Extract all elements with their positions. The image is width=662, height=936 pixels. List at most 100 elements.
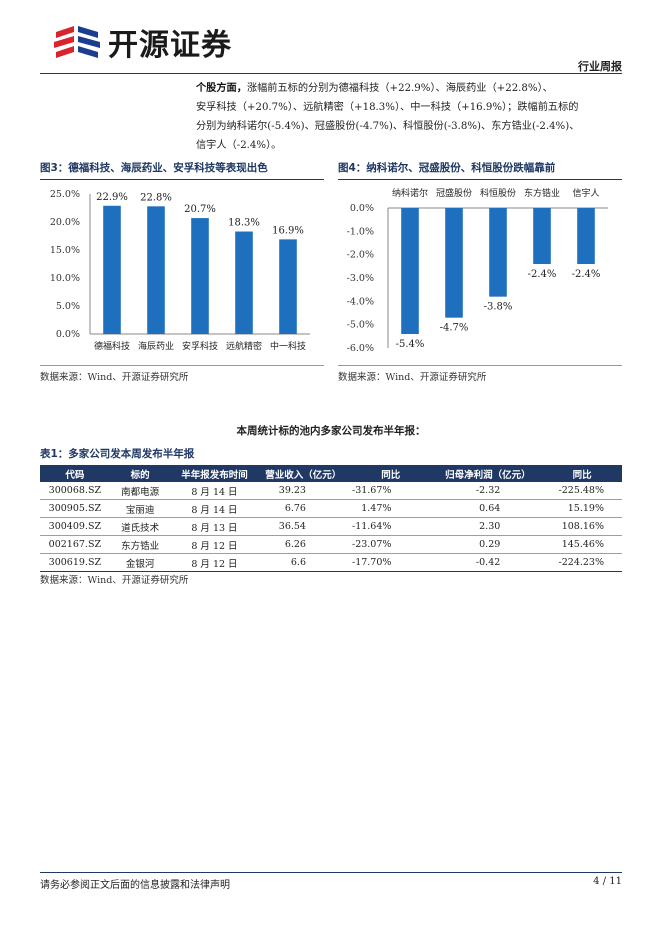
table-header-cell: 营业收入（亿元） <box>258 465 348 482</box>
table-cell: 道氏技术 <box>109 517 171 536</box>
figure3-chart: 0.0% 5.0% 10.0% 15.0% 20.0% 25.0% 22.9% 德福科技 22.… <box>50 189 310 352</box>
table-cell: 300068.SZ <box>40 482 110 500</box>
table-cell: 300409.SZ <box>40 517 110 536</box>
table-cell: 002167.SZ <box>40 535 110 554</box>
table-cell: 39.23 <box>258 482 348 500</box>
table-cell: 6.76 <box>258 499 348 518</box>
table-cell: -2.32 <box>433 482 543 500</box>
bar <box>235 231 253 334</box>
figure4-source-rule <box>338 365 622 366</box>
table-cell: 15.19% <box>542 499 622 518</box>
table-cell: 宝丽迪 <box>109 499 171 518</box>
table1-source: 数据来源：Wind、开源证券研究所 <box>40 575 189 586</box>
bar-value-label: -4.7% <box>440 323 469 334</box>
table-row: 002167.SZ 东方锆业 8 月 12 日 6.26 -23.07% 0.29 145.… <box>40 535 622 554</box>
bar-value-label: 22.8% <box>140 192 172 203</box>
table-cell: 8 月 12 日 <box>170 535 259 554</box>
bar <box>445 208 463 318</box>
table-header-cell: 代码 <box>40 465 110 482</box>
bar-value-label: 20.7% <box>184 204 216 215</box>
table-header-cell: 同比 <box>347 465 434 482</box>
footer-disclaimer: 请务必参阅正文后面的信息披露和法律声明 <box>40 880 230 891</box>
table-cell: 南都电源 <box>109 482 171 500</box>
table-cell: 0.29 <box>433 535 543 554</box>
table-cell: 金银河 <box>109 553 171 572</box>
table-row: 300409.SZ 道氏技术 8 月 13 日 36.54 -11.64% 2.30 108… <box>40 517 622 536</box>
bar <box>489 208 507 297</box>
bar-value-label: -2.4% <box>528 269 557 280</box>
table-cell: 145.46% <box>542 535 622 554</box>
table-cell: 8 月 14 日 <box>170 499 259 518</box>
x-category-label: 中一科技 <box>270 340 306 352</box>
report-type-label: 行业周报 <box>578 60 622 73</box>
table-header-cell: 半年报发布时间 <box>170 465 259 482</box>
table-cell: 36.54 <box>258 517 348 536</box>
figure4-title-rule <box>338 179 622 180</box>
page-number: 4 / 11 <box>593 876 622 887</box>
figure3-title-rule <box>40 179 324 180</box>
y-tick-label: -1.0% <box>347 226 374 237</box>
para-lead: 个股方面， <box>196 82 247 94</box>
y-tick-label: 0.0% <box>56 329 80 340</box>
bar <box>147 206 165 334</box>
x-category-label: 海辰药业 <box>138 340 174 352</box>
figure4-chart: 0.0% -1.0% -2.0% -3.0% -4.0% -5.0% -6.0% -5.4% 纳… <box>347 187 608 354</box>
table-body: 300068.SZ 南都电源 8 月 14 日 39.23 -31.67% -2.32 -2… <box>40 482 622 572</box>
table-row: 300068.SZ 南都电源 8 月 14 日 39.23 -31.67% -2.32 -2… <box>40 482 622 500</box>
bar-value-label: -3.8% <box>484 302 513 313</box>
para-line-4: 信宇人（-2.4%）。 <box>196 140 282 151</box>
bar <box>191 218 209 334</box>
y-tick-label: 15.0% <box>50 245 80 256</box>
table-cell: 0.64 <box>433 499 543 518</box>
y-tick-label: 10.0% <box>50 273 80 284</box>
y-tick-label: 20.0% <box>50 217 80 228</box>
y-tick-label: -3.0% <box>347 273 374 284</box>
section-title: 本周统计标的池内多家公司发布半年报： <box>236 425 426 437</box>
table-cell: 8 月 12 日 <box>170 553 259 572</box>
x-category-label: 冠盛股份 <box>436 187 472 199</box>
bar <box>533 208 551 264</box>
y-tick-label: 0.0% <box>350 203 374 214</box>
table-row: 300905.SZ 宝丽迪 8 月 14 日 6.76 1.47% 0.64 15.19% <box>40 499 622 518</box>
x-category-label: 纳科诺尔 <box>392 187 428 199</box>
table-cell: 300905.SZ <box>40 499 110 518</box>
table-cell: -31.67% <box>347 482 434 500</box>
bar-value-label: -2.4% <box>572 269 601 280</box>
bar-value-label: -5.4% <box>396 339 425 350</box>
table-cell: -224.23% <box>542 553 622 572</box>
y-tick-label: -6.0% <box>347 343 374 354</box>
x-category-label: 科恒股份 <box>480 187 516 199</box>
para-line-2: 安孚科技（+20.7%）、远航精密（+18.3%）、中一科技（+16.9%）；跌… <box>196 102 579 113</box>
logo-text: 开源证券 <box>108 28 232 63</box>
table-cell: 2.30 <box>433 517 543 536</box>
para-line-1: 个股方面，涨幅前五标的分别为德福科技（+22.9%）、海辰药业（+22.8%）、 <box>196 82 553 94</box>
x-category-label: 东方锆业 <box>524 187 560 199</box>
figure3-source: 数据来源：Wind、开源证券研究所 <box>40 372 189 383</box>
figure4-source: 数据来源：Wind、开源证券研究所 <box>338 372 487 383</box>
table-cell: 1.47% <box>347 499 434 518</box>
table-cell: -0.42 <box>433 553 543 572</box>
table-cell: 300619.SZ <box>40 553 110 572</box>
table-cell: 108.16% <box>542 517 622 536</box>
bar-value-label: 16.9% <box>272 225 304 236</box>
table-cell: -23.07% <box>347 535 434 554</box>
table-row: 300619.SZ 金银河 8 月 12 日 6.6 -17.70% -0.42 -224.… <box>40 553 622 572</box>
y-tick-label: -4.0% <box>347 296 374 307</box>
bar-value-label: 22.9% <box>96 192 128 203</box>
table-header-cell: 同比 <box>542 465 622 482</box>
bar <box>279 239 297 334</box>
table-header-cell: 归母净利润（亿元） <box>433 465 543 482</box>
y-tick-label: 5.0% <box>56 301 80 312</box>
table-cell: -11.64% <box>347 517 434 536</box>
figure3-source-rule <box>40 365 324 366</box>
x-category-label: 信宇人 <box>572 187 599 199</box>
stock-summary-paragraph: 个股方面，涨幅前五标的分别为德福科技（+22.9%）、海辰药业（+22.8%）、… <box>196 79 624 155</box>
bar <box>103 205 121 334</box>
table-cell: 6.6 <box>258 553 348 572</box>
table-cell: 东方锆业 <box>109 535 171 554</box>
figure3-title: 图3：德福科技、海辰药业、安孚科技等表现出色 <box>40 162 268 174</box>
company-logo <box>54 26 100 58</box>
footer-divider <box>40 872 622 873</box>
header-divider <box>40 73 622 74</box>
x-category-label: 安孚科技 <box>182 340 218 352</box>
